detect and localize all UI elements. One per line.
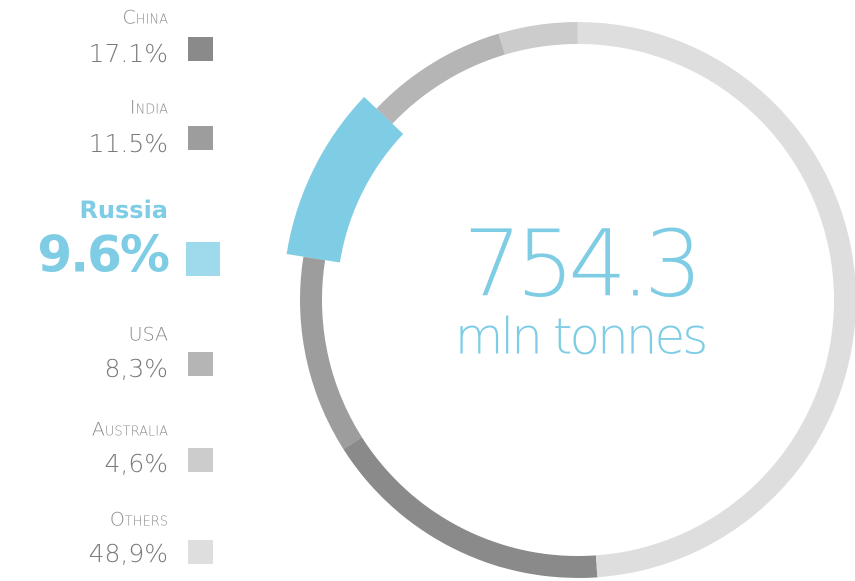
legend-swatch (188, 126, 213, 150)
value-label: 17.1% (89, 39, 168, 68)
donut-segment (299, 256, 362, 450)
legend-swatch (186, 242, 220, 276)
value-label: 48,9% (89, 539, 168, 568)
donut (286, 22, 855, 579)
legend-label: India (130, 97, 168, 119)
donut-segment (343, 437, 598, 579)
value-label: 8,3% (104, 354, 168, 383)
legend-swatch (188, 37, 213, 61)
center-label: mln tonnes (455, 308, 706, 366)
legend-label: Australia (92, 419, 168, 441)
legend-label: Russia (79, 196, 168, 224)
legend-swatch (188, 352, 213, 376)
legend-label: Others (110, 509, 168, 531)
donut-segment (376, 33, 505, 124)
donut-segment (286, 96, 404, 263)
legend-label: China (123, 7, 169, 29)
legend-swatch (188, 540, 213, 564)
value-label: 4,6% (104, 449, 168, 478)
donut-segment (498, 22, 578, 55)
value-label: 11.5% (89, 129, 168, 158)
center-value: 754.3 (463, 211, 696, 318)
value-label: 9.6% (37, 226, 169, 284)
legend-swatch (188, 448, 213, 472)
legend-label: USA (129, 324, 168, 346)
